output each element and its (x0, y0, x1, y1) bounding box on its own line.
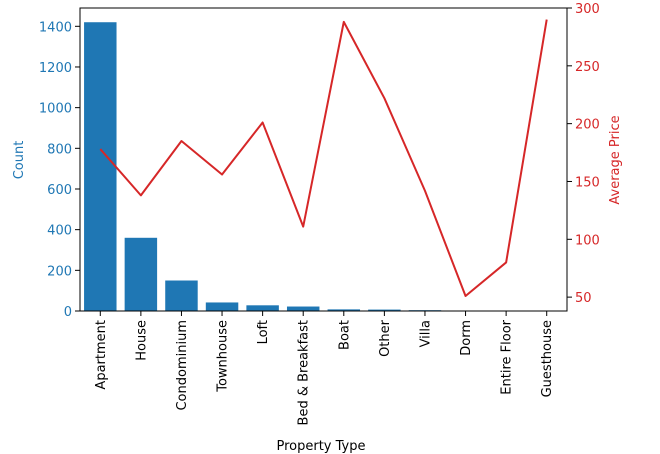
plot-frame (79, 7, 568, 312)
line-layer (99, 19, 548, 297)
axes-layer (79, 7, 568, 312)
bar-other (368, 309, 401, 311)
y-left-tick-label: 0 (64, 305, 72, 320)
x-tick-label: Condominium (175, 320, 190, 411)
bar-apartment (84, 22, 117, 311)
x-tick-label: Bed & Breakfast (297, 320, 312, 425)
bar-townhouse (205, 302, 239, 311)
ticks-layer: 0 200 400 600 800 1000 1200 1400 50 100 150 200 250 3… (39, 2, 600, 425)
x-tick-label: Villa (418, 320, 433, 347)
x-tick-label: House (134, 320, 149, 361)
x-tick-label: Townhouse (216, 320, 231, 393)
y-left-tick-label: 200 (47, 264, 72, 279)
x-tick-label: Entire Floor (500, 319, 515, 394)
bar-condominium (165, 280, 198, 311)
bar-boat (327, 309, 361, 311)
y-right-tick-label: 100 (575, 233, 600, 248)
bar-loft (246, 305, 279, 311)
y-right-tick-label: 150 (575, 175, 600, 190)
x-tick-label: Apartment (94, 320, 109, 390)
y-left-tick-label: 800 (47, 142, 72, 157)
y-left-tick-label: 1400 (39, 20, 72, 35)
x-tick-label: Boat (337, 320, 352, 350)
x-tick-label: Other (378, 319, 393, 357)
bar-house (124, 237, 158, 311)
bars-layer (84, 22, 563, 311)
x-axis-label: Property Type (276, 439, 365, 454)
y-right-tick-label: 50 (575, 291, 592, 306)
y-right-axis-label: Average Price (608, 115, 623, 204)
y-right-tick-label: 300 (575, 2, 600, 17)
bar-bed-breakfast (286, 306, 320, 311)
y-left-tick-label: 1000 (39, 102, 72, 117)
x-tick-label: Dorm (459, 320, 474, 356)
x-tick-label: Loft (256, 320, 271, 344)
average-price-line (99, 19, 548, 297)
y-right-tick-label: 250 (575, 60, 600, 75)
y-left-axis-label: Count (12, 141, 27, 180)
y-left-tick-label: 600 (47, 183, 72, 198)
x-tick-label: Guesthouse (540, 320, 555, 397)
y-left-tick-label: 400 (47, 224, 72, 239)
y-left-tick-label: 1200 (39, 61, 72, 76)
y-right-tick-label: 200 (575, 118, 600, 133)
